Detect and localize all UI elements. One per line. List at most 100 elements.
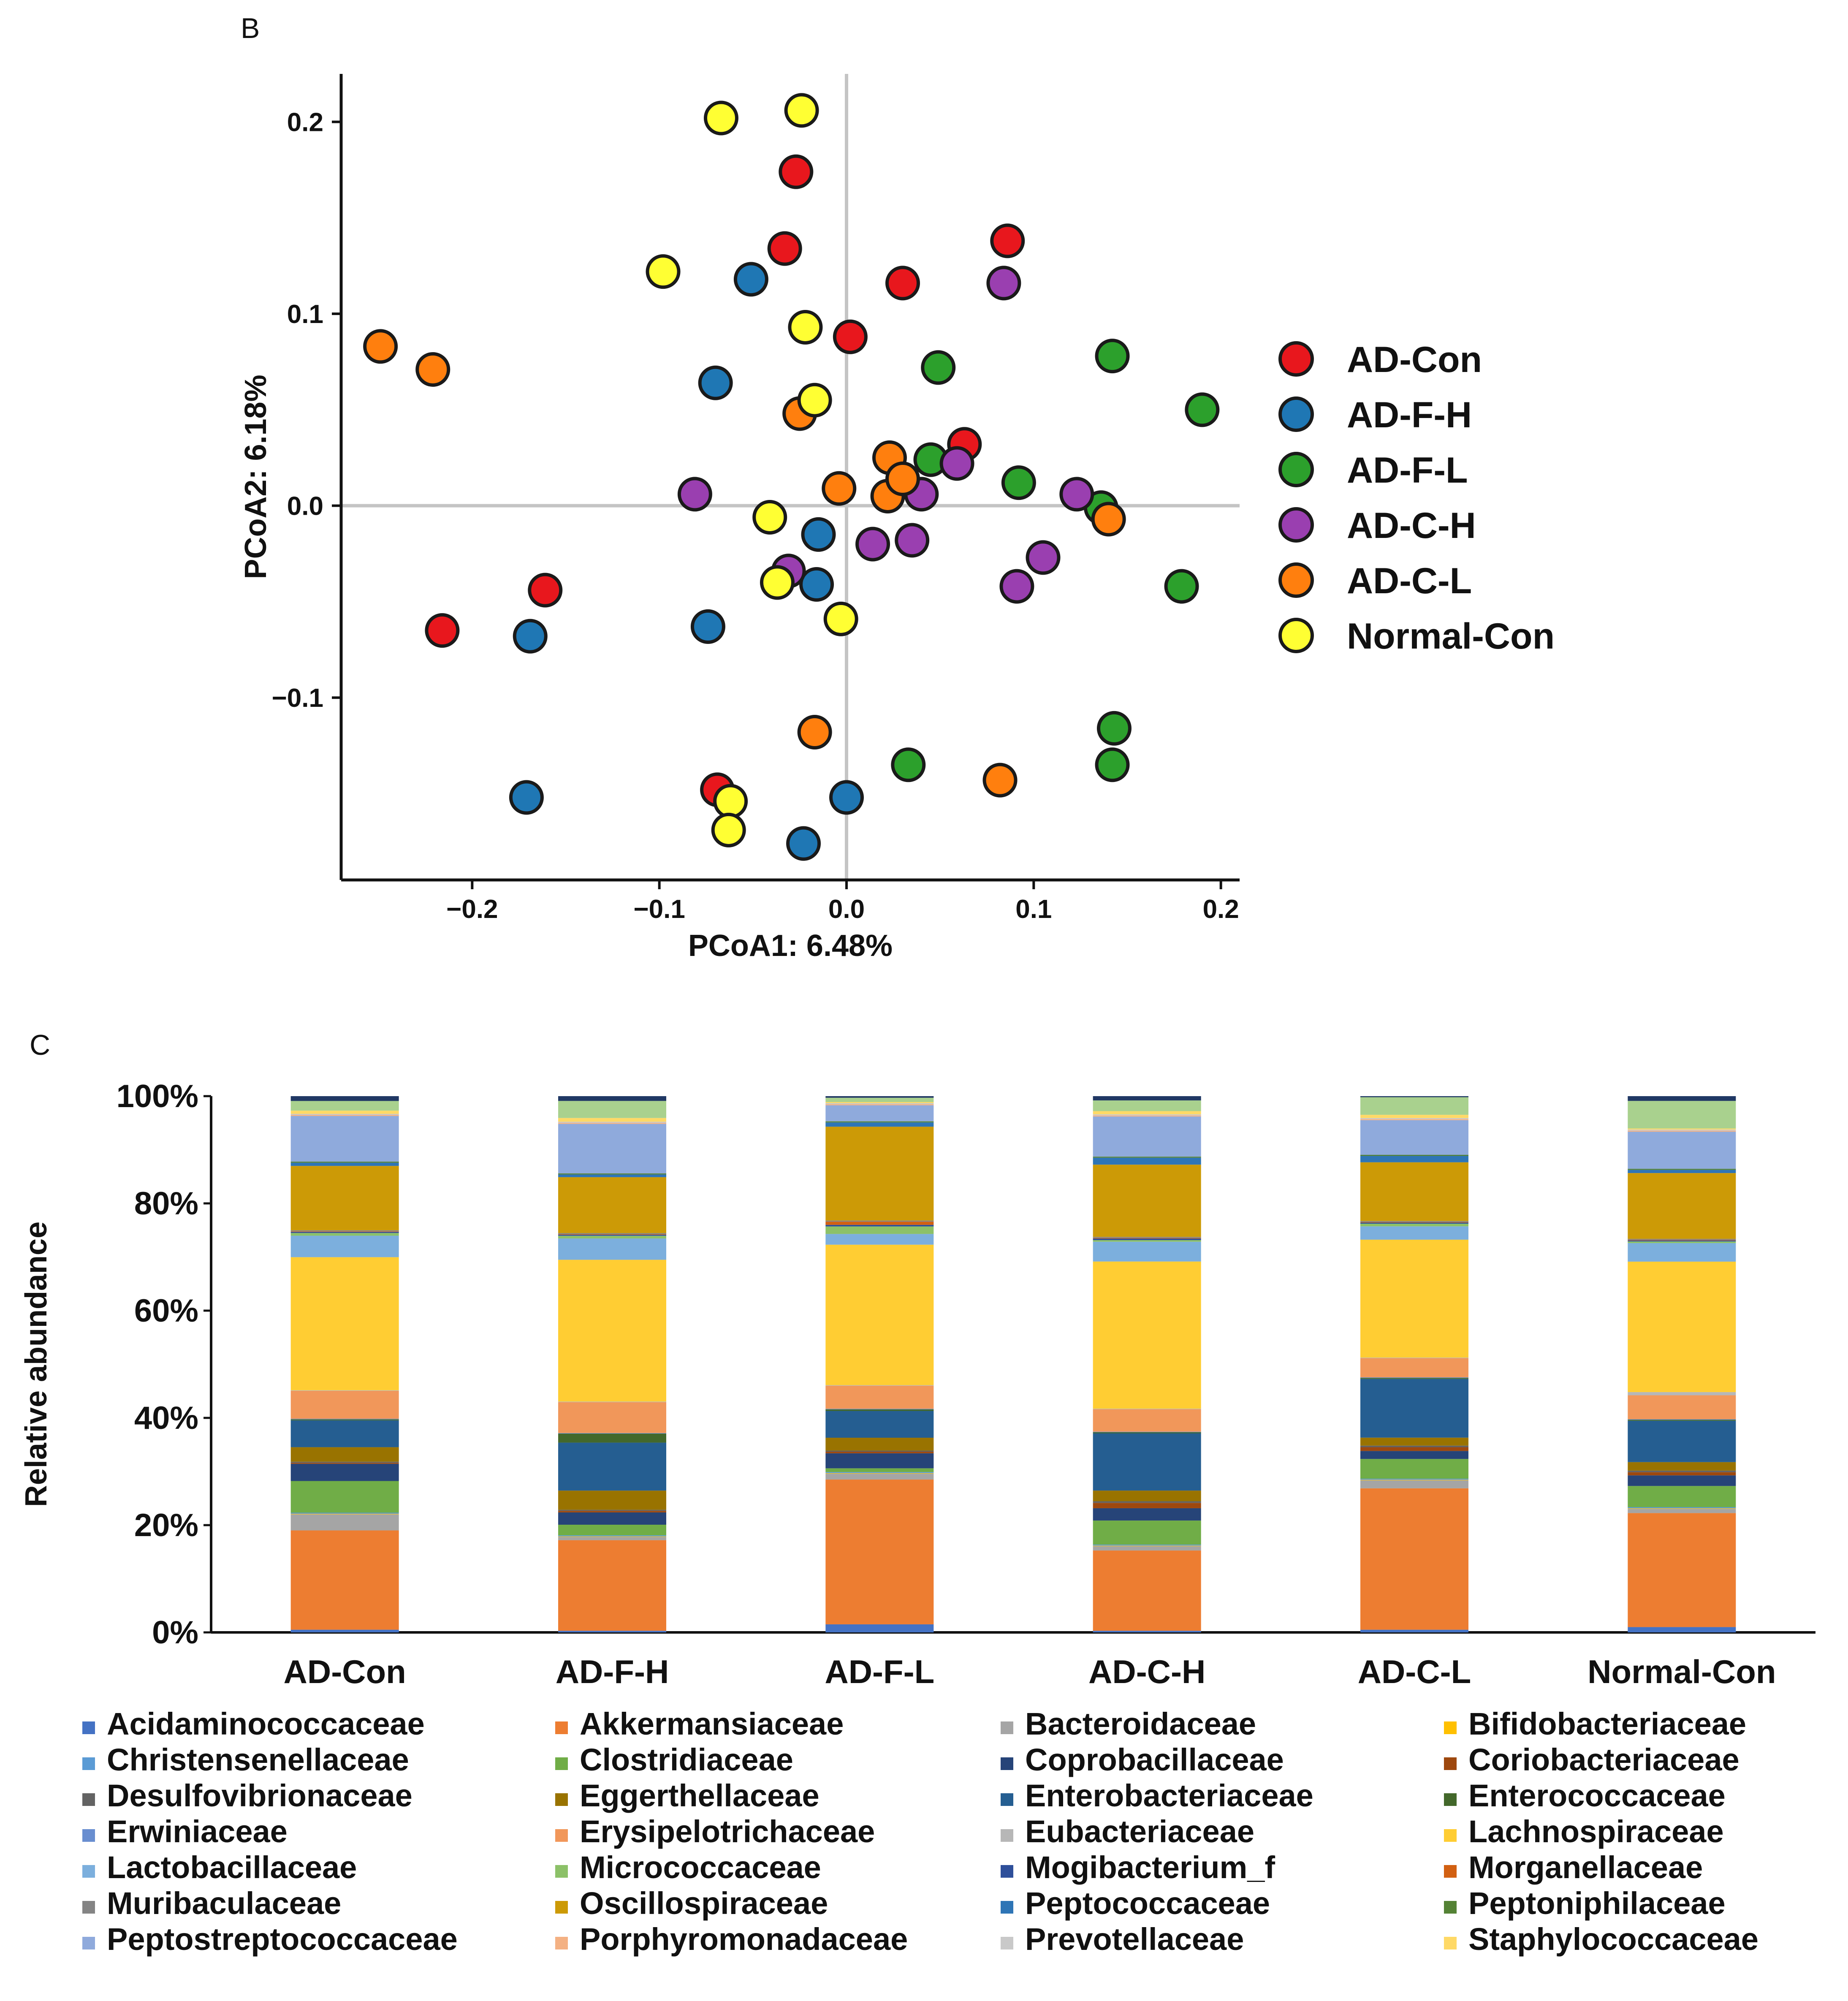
bar-axes: 0% 20% 40% 60% 80% 100% Relative abundance AD-C… bbox=[19, 1078, 1815, 1690]
y-tick-label: 0.1 bbox=[287, 300, 323, 329]
y-tick-label: 80% bbox=[134, 1186, 198, 1222]
point-ad-con bbox=[767, 231, 802, 266]
segment-bacteroidaceae bbox=[558, 1537, 666, 1540]
point-ad-f-h bbox=[513, 619, 548, 654]
segment-erysipelotrichaceae bbox=[1093, 1409, 1201, 1432]
legend-label-erysipelotrichaceae: Erysipelotrichaceae bbox=[580, 1814, 875, 1849]
legend-label-enterobacteriaceae: Enterobacteriaceae bbox=[1025, 1778, 1313, 1813]
segment-coriobacteriaceae bbox=[1093, 1503, 1201, 1508]
segment-porphyromonadaceae bbox=[558, 1123, 666, 1124]
legend-swatch-bifidobacteriaceae bbox=[1444, 1721, 1457, 1734]
legend-label-oscillospiraceae: Oscillospiraceae bbox=[580, 1886, 828, 1921]
segment-peptostreptococcaceae bbox=[1360, 1120, 1468, 1155]
point-ad-f-h bbox=[801, 517, 836, 552]
segment-lachnospiraceae bbox=[558, 1260, 666, 1402]
segment-coprobacillaceae bbox=[558, 1512, 666, 1525]
legend-label-clostridiaceae: Clostridiaceae bbox=[580, 1742, 793, 1777]
legend-label-bacteroidaceae: Bacteroidaceae bbox=[1025, 1706, 1256, 1741]
point-ad-c-l bbox=[797, 715, 832, 750]
segment-eggerthellaceae bbox=[825, 1437, 934, 1451]
legend-swatch-lachnospiraceae bbox=[1444, 1829, 1457, 1842]
segment-mogibacterium-f bbox=[1628, 1240, 1736, 1242]
point-normal-con bbox=[784, 93, 819, 128]
legend-label-eggerthellaceae: Eggerthellaceae bbox=[580, 1778, 820, 1813]
point-normal-con bbox=[713, 784, 748, 819]
segment-erysipelotrichaceae bbox=[558, 1402, 666, 1433]
legend-swatch-acidaminococcaceae bbox=[82, 1721, 95, 1734]
segment-enterococcaceae bbox=[825, 1409, 934, 1411]
segment-bacteroidaceae bbox=[1093, 1546, 1201, 1551]
panel-c-stacked-bars: C 0% 20% 40% 60% 80% 100% Relative abundance AD… bbox=[19, 1029, 1815, 1957]
segment-erwiniaceae bbox=[558, 1433, 666, 1434]
segment-staphylococcaceae bbox=[1360, 1115, 1468, 1118]
legend-swatch-micrococcaceae bbox=[555, 1865, 568, 1878]
y-tick-label: 20% bbox=[134, 1507, 198, 1543]
segment-mogibacterium-f bbox=[1093, 1238, 1201, 1240]
segment-muribaculaceae bbox=[1093, 1237, 1201, 1238]
segment-muribaculaceae bbox=[290, 1230, 399, 1232]
segment-desulfovibrionaceae bbox=[1360, 1445, 1468, 1447]
point-normal-con bbox=[711, 812, 746, 847]
y-tick-label: 0% bbox=[152, 1615, 198, 1651]
point-ad-c-h bbox=[895, 523, 930, 558]
segment-acidaminococcaceae bbox=[558, 1631, 666, 1632]
segment-christensenellaceae bbox=[1093, 1545, 1201, 1546]
legend-swatch-erysipelotrichaceae bbox=[555, 1829, 568, 1842]
segment-desulfovibrionaceae bbox=[825, 1450, 934, 1452]
point-normal-con bbox=[797, 383, 832, 418]
segment-coprobacillaceae bbox=[290, 1463, 399, 1481]
segment-christensenellaceae bbox=[1360, 1479, 1468, 1480]
segment-eubacteriaceae bbox=[290, 1390, 399, 1391]
pcoa-legend: AD-Con AD-F-H AD-F-L AD-C-H AD-C-L Normal-Con bbox=[1278, 339, 1555, 657]
legend-swatch-enterococcaceae bbox=[1444, 1793, 1457, 1806]
legend-swatch-coprobacillaceae bbox=[1001, 1757, 1013, 1770]
segment-peptostreptococcaceae bbox=[825, 1105, 934, 1121]
segment-bacteroidaceae bbox=[825, 1474, 934, 1480]
segment-lachnospiraceae bbox=[825, 1244, 934, 1385]
x-tick-label: 0.2 bbox=[1203, 895, 1239, 924]
segment-other2 bbox=[1360, 1096, 1468, 1097]
point-ad-con bbox=[425, 613, 460, 648]
segment-enterococcaceae bbox=[290, 1419, 399, 1420]
segment-peptostreptococcaceae bbox=[558, 1124, 666, 1174]
bar-ad-f-h bbox=[558, 1096, 666, 1632]
segment-porphyromonadaceae bbox=[1360, 1119, 1468, 1120]
x-tick-label: 0.0 bbox=[828, 895, 865, 924]
segment-desulfovibrionaceae bbox=[558, 1510, 666, 1511]
segment-micrococcaceae bbox=[825, 1226, 934, 1234]
segment-clostridiaceae bbox=[1360, 1459, 1468, 1479]
segment-mogibacterium-f bbox=[290, 1232, 399, 1233]
segment-enterococcaceae bbox=[558, 1434, 666, 1443]
segment-christensenellaceae bbox=[290, 1512, 399, 1514]
panel-b-letter: B bbox=[241, 12, 260, 44]
segment-enterococcaceae bbox=[1360, 1378, 1468, 1379]
legend-label-peptoniphilaceae: Peptoniphilaceae bbox=[1468, 1886, 1726, 1921]
segment-porphyromonadaceae bbox=[1093, 1115, 1201, 1117]
segment-other bbox=[825, 1097, 934, 1102]
legend-marker-ad-f-h bbox=[1278, 396, 1314, 432]
segment-bifidobacteriaceae bbox=[825, 1473, 934, 1474]
bar-normal-con bbox=[1628, 1096, 1736, 1632]
point-ad-c-h bbox=[1026, 540, 1061, 575]
point-ad-f-l bbox=[1096, 711, 1132, 746]
segment-muribaculaceae bbox=[825, 1220, 934, 1222]
segment-staphylococcaceae bbox=[1628, 1128, 1736, 1130]
legend-swatch-peptococcaceae bbox=[1001, 1901, 1013, 1914]
legend-swatch-muribaculaceae bbox=[82, 1901, 95, 1914]
segment-prevotellaceae bbox=[1360, 1118, 1468, 1119]
segment-lachnospiraceae bbox=[290, 1257, 399, 1390]
segment-clostridiaceae bbox=[825, 1468, 934, 1472]
segment-eggerthellaceae bbox=[290, 1447, 399, 1462]
segment-peptostreptococcaceae bbox=[1628, 1132, 1736, 1169]
segment-bacteroidaceae bbox=[290, 1514, 399, 1531]
segment-oscillospiraceae bbox=[1360, 1162, 1468, 1221]
segment-lactobacillaceae bbox=[290, 1235, 399, 1257]
segment-mogibacterium-f bbox=[1360, 1222, 1468, 1224]
segment-porphyromonadaceae bbox=[290, 1115, 399, 1116]
segment-coriobacteriaceae bbox=[290, 1463, 399, 1464]
segment-eubacteriaceae bbox=[558, 1401, 666, 1402]
segment-staphylococcaceae bbox=[1093, 1111, 1201, 1115]
legend-label-coprobacillaceae: Coprobacillaceae bbox=[1025, 1742, 1284, 1777]
segment-enterobacteriaceae bbox=[1360, 1379, 1468, 1438]
legend-swatch-eggerthellaceae bbox=[555, 1793, 568, 1806]
